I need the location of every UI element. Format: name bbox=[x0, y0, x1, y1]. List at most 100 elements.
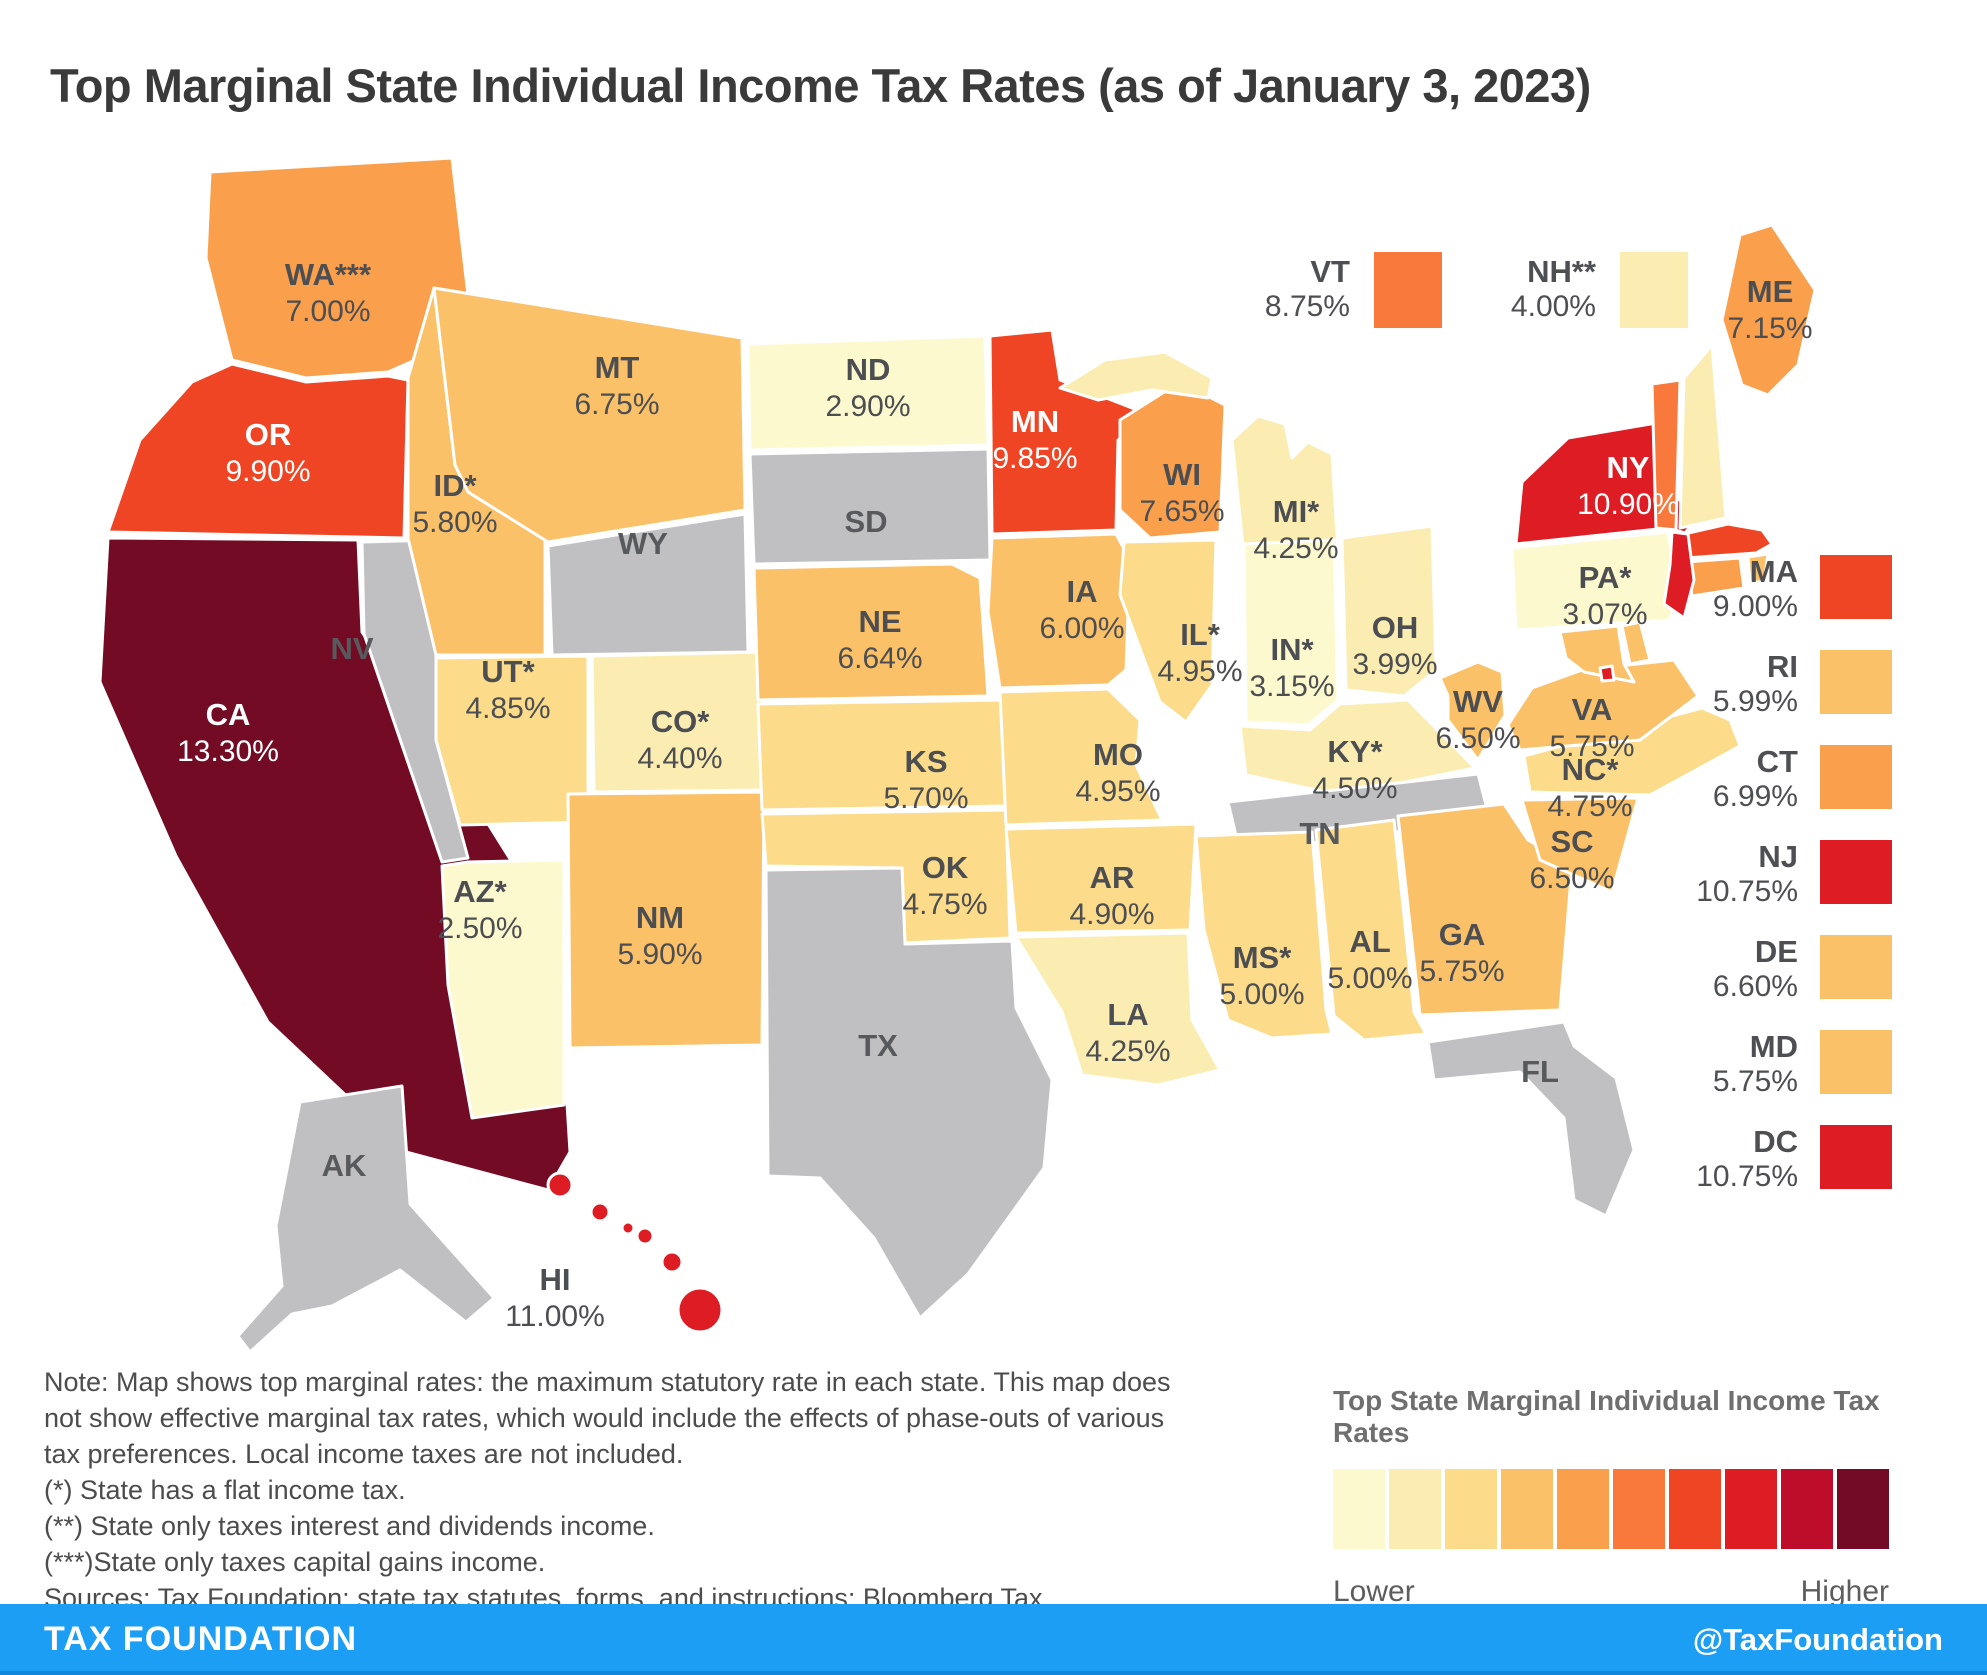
state-label-LA: LA bbox=[1107, 997, 1148, 1032]
state-label-AL: AL bbox=[1349, 924, 1390, 959]
state-AR bbox=[1004, 822, 1198, 935]
state-KY bbox=[1238, 698, 1477, 797]
state-rate-WV: 6.50% bbox=[1435, 722, 1520, 755]
legend-rate-CT: 6.99% bbox=[1712, 780, 1798, 813]
legend-entry-MD: MD 5.75% bbox=[1630, 1027, 1892, 1098]
state-rate-ME: 7.15% bbox=[1727, 312, 1812, 345]
state-label-OR: OR bbox=[245, 417, 292, 452]
state-rate-ND: 2.90% bbox=[825, 390, 910, 423]
state-rate-OK: 4.75% bbox=[902, 888, 987, 921]
legend-swatch-RI bbox=[1820, 650, 1892, 714]
state-NC bbox=[1522, 706, 1742, 797]
state-rate-CO: 4.40% bbox=[637, 742, 722, 775]
scale-swatch-6 bbox=[1669, 1469, 1721, 1549]
state-rate-IN: 3.15% bbox=[1249, 670, 1334, 703]
legend-state-VT: VT bbox=[1310, 254, 1350, 289]
state-label-IN: IN* bbox=[1270, 632, 1314, 667]
state-RI bbox=[1746, 552, 1770, 584]
note-line-3: (*) State has a flat income tax. bbox=[44, 1475, 406, 1505]
state-rate-AL: 5.00% bbox=[1327, 962, 1412, 995]
state-label-WI: WI bbox=[1163, 457, 1201, 492]
state-rate-AR: 4.90% bbox=[1069, 898, 1154, 931]
legend-swatch-DE bbox=[1820, 935, 1892, 999]
state-label-WV: WV bbox=[1453, 684, 1503, 719]
state-label-UT: UT* bbox=[481, 654, 535, 689]
state-rate-OH: 3.99% bbox=[1352, 648, 1437, 681]
footer-bar: TAX FOUNDATION @TaxFoundation bbox=[0, 1604, 1987, 1675]
legend-label-DC: DC 10.75% bbox=[1630, 1122, 1798, 1194]
state-rate-WI: 7.65% bbox=[1139, 495, 1224, 528]
state-rate-KY: 4.50% bbox=[1312, 772, 1397, 805]
footnotes-block: Note: Map shows top marginal rates: the … bbox=[44, 1364, 1171, 1616]
state-rate-MT: 6.75% bbox=[574, 388, 659, 421]
note-line-1: not show effective marginal tax rates, w… bbox=[44, 1403, 1165, 1433]
state-label-NM: NM bbox=[636, 900, 684, 935]
state-rate-HI: 11.00% bbox=[505, 1300, 605, 1333]
legend-entry-VT: VT 8.75% bbox=[1150, 252, 1442, 328]
state-label-OK: OK bbox=[922, 850, 969, 885]
legend-label-DE: DE 6.60% bbox=[1630, 932, 1798, 1004]
state-label-MN: MN bbox=[1011, 404, 1059, 439]
color-scale-swatches bbox=[1333, 1469, 1889, 1549]
state-rate-WA: 7.00% bbox=[285, 295, 370, 328]
state-VA bbox=[1506, 658, 1700, 752]
state-rate-NY: 10.90% bbox=[1577, 488, 1679, 521]
legend-rate-RI: 5.99% bbox=[1712, 685, 1798, 718]
state-WV bbox=[1438, 660, 1507, 762]
legend-label-VT: VT 8.75% bbox=[1150, 252, 1350, 324]
state-label-MO: MO bbox=[1093, 737, 1143, 772]
note-line-0: Note: Map shows top marginal rates: the … bbox=[44, 1367, 1171, 1397]
state-AK bbox=[236, 1084, 496, 1354]
legend-rate-MA: 9.00% bbox=[1712, 590, 1798, 623]
state-rate-IA: 6.00% bbox=[1039, 612, 1124, 645]
state-MS bbox=[1194, 830, 1334, 1040]
legend-state-NH: NH** bbox=[1527, 254, 1596, 289]
legend-swatch-NJ bbox=[1820, 840, 1892, 904]
legend-state-MA: MA bbox=[1749, 554, 1798, 589]
scale-swatch-4 bbox=[1557, 1469, 1609, 1549]
state-label-KY: KY* bbox=[1327, 734, 1383, 769]
legend-state-NJ: NJ bbox=[1758, 839, 1798, 874]
state-label-AR: AR bbox=[1090, 860, 1135, 895]
state-label-MT: MT bbox=[595, 350, 640, 385]
state-IL bbox=[1118, 538, 1218, 724]
state-label-TN: TN bbox=[1299, 816, 1340, 851]
state-label-KS: KS bbox=[904, 744, 947, 779]
state-HI-island-2 bbox=[620, 1220, 636, 1236]
state-rate-CA: 13.30% bbox=[177, 735, 279, 768]
brand-wordmark: TAX FOUNDATION bbox=[44, 1620, 358, 1658]
scale-swatch-7 bbox=[1725, 1469, 1777, 1549]
legend-rate-DC: 10.75% bbox=[1696, 1160, 1798, 1193]
state-rate-OR: 9.90% bbox=[225, 455, 310, 488]
state-KS bbox=[756, 698, 1008, 812]
state-label-NC: NC* bbox=[1562, 752, 1620, 787]
state-label-ID: ID* bbox=[433, 468, 477, 503]
state-HI-island-3 bbox=[635, 1226, 655, 1246]
state-label-AZ: AZ* bbox=[453, 874, 507, 909]
legend-label-NH: NH** 4.00% bbox=[1396, 252, 1596, 324]
state-OH bbox=[1340, 524, 1438, 698]
state-rate-IL: 4.95% bbox=[1157, 655, 1242, 688]
state-label-NV: NV bbox=[330, 631, 373, 666]
state-rate-MN: 9.85% bbox=[992, 442, 1077, 475]
state-HI-island-4 bbox=[660, 1250, 684, 1274]
scale-higher-label: Higher bbox=[1800, 1575, 1889, 1608]
state-MT bbox=[432, 286, 747, 544]
legend-rate-NJ: 10.75% bbox=[1696, 875, 1798, 908]
legend-swatch-VT bbox=[1374, 252, 1442, 328]
legend-entry-DE: DE 6.60% bbox=[1630, 932, 1892, 1004]
state-label-VA: VA bbox=[1572, 692, 1613, 727]
state-label-AK: AK bbox=[322, 1148, 367, 1183]
state-label-MS: MS* bbox=[1233, 940, 1293, 975]
state-rate-ID: 5.80% bbox=[412, 506, 497, 539]
state-label-SC: SC bbox=[1550, 824, 1593, 859]
state-rate-PA: 3.07% bbox=[1562, 598, 1647, 631]
color-scale-legend: Top State Marginal Individual Income Tax… bbox=[1333, 1385, 1889, 1609]
state-rate-MO: 4.95% bbox=[1075, 775, 1160, 808]
state-OR bbox=[106, 362, 410, 540]
note-line-5: (***)State only taxes capital gains inco… bbox=[44, 1547, 546, 1577]
state-rate-UT: 4.85% bbox=[465, 692, 550, 725]
state-label-IA: IA bbox=[1067, 574, 1098, 609]
state-label-WY: WY bbox=[618, 526, 668, 561]
